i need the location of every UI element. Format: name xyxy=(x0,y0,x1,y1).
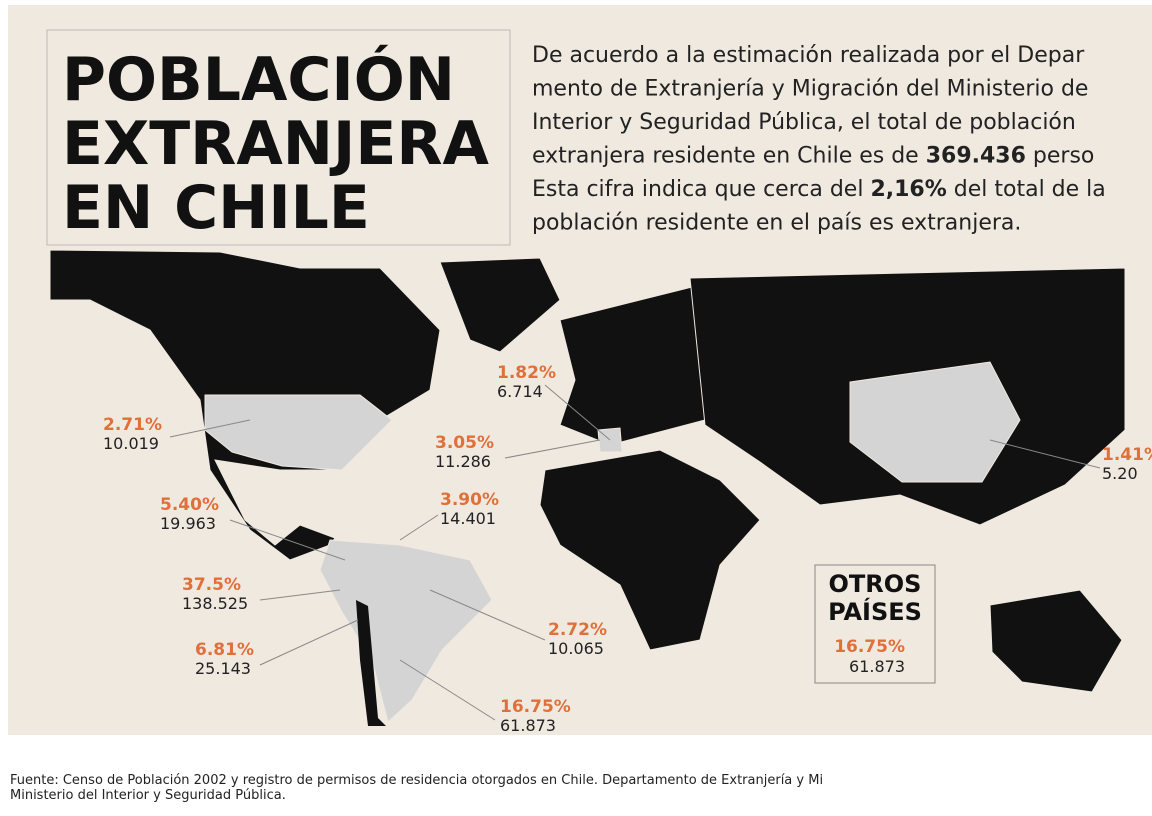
leader-line xyxy=(504,439,601,459)
others-percent: 16.75% xyxy=(834,637,905,657)
paragraph-line: mento de Extranjería y Migración del Min… xyxy=(532,77,1088,102)
leader-line xyxy=(399,514,439,541)
leader-line xyxy=(399,659,496,721)
usa xyxy=(204,394,393,471)
label-percent: 3.90% xyxy=(440,490,499,510)
china xyxy=(849,361,1021,483)
label-percent: 37.5% xyxy=(182,575,241,595)
label-percent: 5.40% xyxy=(160,495,219,515)
leader-line xyxy=(544,384,611,441)
highlighted-countries xyxy=(204,361,1021,723)
leader-line xyxy=(229,519,346,561)
greenland xyxy=(439,257,561,353)
others-title: PAÍSES xyxy=(828,597,922,626)
label-count: 138.525 xyxy=(182,594,248,613)
paragraph-run: 2,16% xyxy=(870,177,946,202)
paragraph-run: del total de la xyxy=(947,177,1106,202)
paragraph-line: extranjera residente en Chile es de 369.… xyxy=(532,144,1094,169)
label-percent: 1.41% xyxy=(1102,445,1152,465)
others-title: OTROS xyxy=(829,570,922,598)
paragraph-run: De acuerdo a la estimación realizada por… xyxy=(532,43,1085,68)
label-count: 10.019 xyxy=(103,434,159,453)
paragraph-line: Interior y Seguridad Pública, el total d… xyxy=(532,110,1076,135)
label-percent: 2.71% xyxy=(103,415,162,435)
label-percent: 2.72% xyxy=(548,620,607,640)
leader-line xyxy=(429,589,546,641)
chile xyxy=(356,600,386,726)
paragraph-run: 369.436 xyxy=(926,144,1026,169)
leader-line xyxy=(989,439,1101,469)
paragraph-line: población residente en el país es extran… xyxy=(532,211,1021,236)
leaders xyxy=(169,384,1101,721)
label-count: 61.873 xyxy=(500,716,556,735)
label-count: 10.065 xyxy=(548,639,604,658)
label-count: 19.963 xyxy=(160,514,216,533)
label-count: 25.143 xyxy=(195,659,251,678)
paragraph-run: Interior y Seguridad Pública, el total d… xyxy=(532,110,1076,135)
africa xyxy=(539,449,761,651)
label-count: 5.20 xyxy=(1102,464,1138,483)
title-line: EXTRANJERA xyxy=(62,109,490,179)
label-percent: 16.75% xyxy=(500,697,571,717)
others-box xyxy=(814,564,936,684)
label-count: 6.714 xyxy=(497,382,543,401)
south-america xyxy=(319,539,493,723)
paragraph-run: perso xyxy=(1026,144,1094,169)
leader-line xyxy=(259,589,341,601)
others-count: 61.873 xyxy=(849,657,905,676)
paragraph-run: población residente en el país es extran… xyxy=(532,211,1021,236)
label-percent: 1.82% xyxy=(497,363,556,383)
paragraph-run: extranjera residente en Chile es de xyxy=(532,144,926,169)
label-percent: 6.81% xyxy=(195,640,254,660)
title-line: POBLACIÓN xyxy=(62,44,455,115)
paragraph-run: mento de Extranjería y Migración del Min… xyxy=(532,77,1088,102)
label-count: 14.401 xyxy=(440,509,496,528)
label-count: 11.286 xyxy=(435,452,491,471)
source-line: Ministerio del Interior y Seguridad Públ… xyxy=(10,788,286,803)
title-line: EN CHILE xyxy=(62,173,370,243)
leader-line xyxy=(169,419,251,438)
paragraph-run: Esta cifra indica que cerca del xyxy=(532,177,870,202)
paragraph-line: De acuerdo a la estimación realizada por… xyxy=(532,43,1085,68)
title-box xyxy=(46,29,511,246)
leader-line xyxy=(259,619,359,666)
source-line: Fuente: Censo de Población 2002 y regist… xyxy=(10,773,823,788)
label-percent: 3.05% xyxy=(435,433,494,453)
paragraph-line: Esta cifra indica que cerca del 2,16% de… xyxy=(532,177,1106,202)
australia xyxy=(989,589,1123,693)
